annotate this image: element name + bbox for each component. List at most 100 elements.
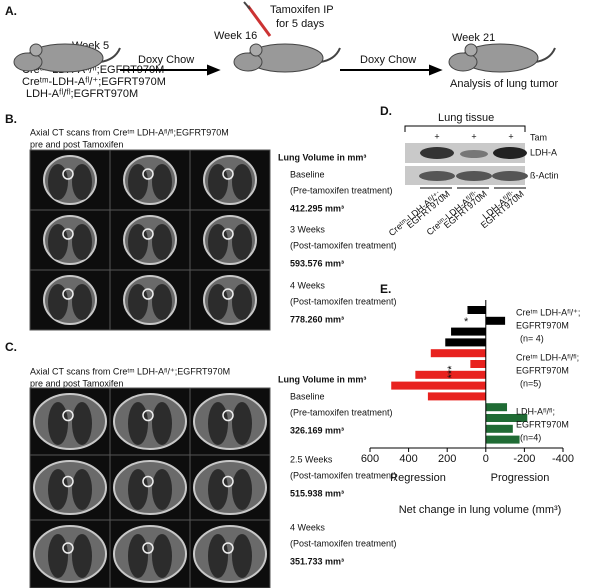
bar	[415, 370, 486, 379]
bar	[427, 392, 486, 401]
legend-entry: (n=4)	[520, 432, 541, 442]
ct-heart	[142, 542, 154, 554]
treatment-mark: +	[508, 131, 513, 141]
bar	[451, 327, 486, 336]
volume-heading: Lung Volume in mm³	[278, 152, 366, 162]
legend-entry: LDH-Aᶠˡ/ᶠˡ;	[516, 406, 555, 416]
legend-entry: EGFRT970M	[516, 320, 569, 330]
ct-heart	[222, 288, 234, 300]
treatment-label: Tam	[530, 132, 547, 142]
mouse-ear	[249, 43, 263, 57]
ct-lung	[48, 402, 68, 445]
ct-lung	[232, 164, 252, 200]
timepoint: 4 Weeks	[290, 522, 325, 532]
treatment: (Pre-tamoxifen treatment)	[290, 185, 393, 195]
ct-lung	[232, 224, 252, 260]
ct-lung	[152, 534, 172, 578]
bar	[391, 381, 486, 390]
ct-lung	[72, 164, 92, 200]
mouse-ear	[464, 43, 478, 57]
bar	[485, 414, 528, 422]
ct-lung	[48, 534, 68, 578]
treatment: (Post-tamoxifen treatment)	[290, 470, 397, 480]
ct-heart	[142, 288, 154, 300]
treatment-mark: +	[434, 131, 439, 141]
ct-lung	[232, 402, 252, 445]
ct-heart	[142, 475, 154, 488]
ct-lung	[232, 284, 252, 320]
legend-entry: (n=5)	[520, 378, 541, 388]
bracket	[404, 125, 526, 132]
ct-lung	[72, 402, 92, 445]
ct-heart	[142, 168, 154, 180]
caption: Axial CT scans from Creᵗᵐ LDH-Aᶠˡ/ᶠˡ;EGF…	[30, 127, 229, 137]
ct-body	[193, 460, 267, 515]
ct-heart	[142, 228, 154, 240]
mouse-head	[233, 52, 263, 72]
volume: 412.295 mm³	[290, 203, 344, 213]
volume: 778.260 mm³	[290, 314, 344, 324]
ct-body	[33, 525, 107, 583]
ct-heart	[62, 409, 74, 422]
panel-label: D.	[380, 104, 392, 118]
timepoint: Baseline	[290, 169, 325, 179]
bar	[485, 403, 508, 412]
bar	[485, 435, 520, 444]
legend-entry: EGFRT970M	[516, 365, 569, 375]
timepoint: 4 Weeks	[290, 280, 325, 290]
ct-lung	[232, 534, 252, 578]
x-tick-label: -400	[552, 453, 574, 465]
ct-heart	[222, 409, 234, 422]
week-label: Week 16	[214, 30, 257, 42]
ct-lung	[208, 402, 228, 445]
ct-lung	[232, 469, 252, 510]
ct-heart	[222, 168, 234, 180]
ct-heart	[222, 475, 234, 488]
ct-heart	[62, 168, 74, 180]
treatment: (Post-tamoxifen treatment)	[290, 296, 397, 306]
caption: Axial CT scans from Creᵗᵐ LDH-Aᶠˡ/⁺;EGFR…	[30, 366, 230, 376]
bar	[485, 424, 513, 433]
treatment-label: Tamoxifen IP	[270, 4, 334, 16]
bar	[445, 338, 486, 347]
ct-lung	[152, 164, 172, 200]
region-label: Regression	[390, 472, 446, 484]
legend-entry: Creᵗᵐ LDH-Aᶠˡ/ᶠˡ;	[516, 352, 579, 362]
ct-heart	[222, 542, 234, 554]
treatment: (Post-tamoxifen treatment)	[290, 240, 397, 250]
caption: pre and post Tamoxifen	[30, 139, 123, 149]
region-label: Progression	[491, 472, 550, 484]
x-tick-label: 600	[361, 453, 379, 465]
ct-body	[113, 460, 187, 515]
timepoint: Baseline	[290, 391, 325, 401]
treatment: (Pre-tamoxifen treatment)	[290, 407, 393, 417]
week-label: Week 21	[452, 32, 495, 44]
annotation: ***	[446, 365, 458, 379]
genotype: Creᵗᵐ-LDH-Aᶠˡ/⁺;EGFRT970M	[22, 76, 166, 88]
arrows	[120, 64, 443, 76]
x-axis-label: Net change in lung volume (mm³)	[399, 504, 562, 516]
ct-heart	[62, 475, 74, 488]
ct-lung	[208, 534, 228, 578]
ct-body	[33, 393, 107, 450]
timepoint: 3 Weeks	[290, 224, 325, 234]
syringe	[243, 1, 272, 37]
ct-lung	[72, 534, 92, 578]
legend-entry: Creᵗᵐ LDH-Aᶠˡ/⁺;	[516, 307, 580, 317]
genotype: LDH-Aᶠˡ/ᶠˡ;EGFRT970M	[26, 88, 138, 100]
bar	[467, 306, 486, 314]
caption: pre and post Tamoxifen	[30, 378, 123, 388]
volume: 351.733 mm³	[290, 556, 344, 566]
x-tick-label: -200	[513, 453, 535, 465]
volume: 593.576 mm³	[290, 258, 344, 268]
ct-heart	[142, 409, 154, 422]
panel-label: E.	[380, 282, 391, 296]
ct-heart	[62, 288, 74, 300]
mouse-ear	[29, 43, 43, 57]
protein-label: ß-Actin	[530, 170, 559, 180]
x-tick-label: 0	[483, 453, 489, 465]
ct-body	[33, 460, 107, 515]
x-tick-label: 400	[399, 453, 417, 465]
ct-body	[113, 525, 187, 583]
outcome: Analysis of lung tumor	[450, 78, 559, 90]
